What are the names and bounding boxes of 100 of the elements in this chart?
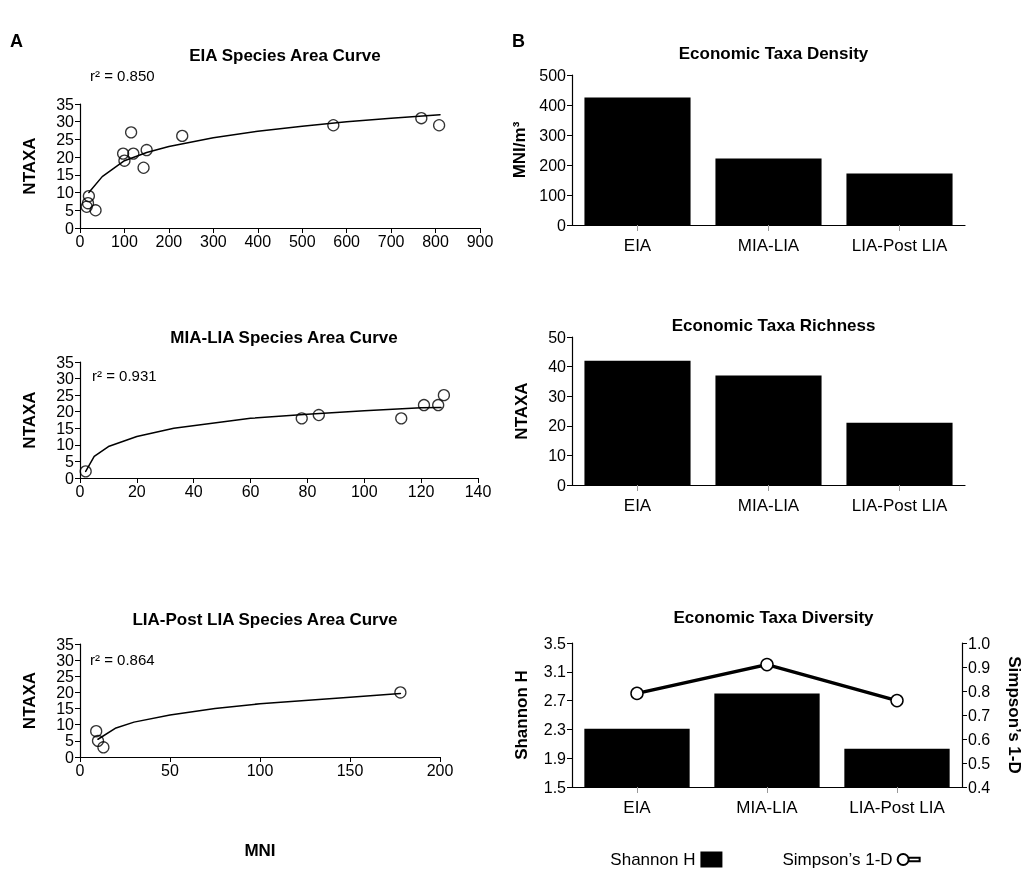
y-tick-label: 10 [548, 446, 567, 464]
chart-title: Economic Taxa Richness [671, 316, 876, 335]
y-tick-label: 35 [56, 635, 75, 653]
y2-tick-label: 1.0 [968, 634, 991, 652]
x-tick-label: 100 [111, 232, 138, 250]
point [415, 112, 428, 125]
point [760, 657, 774, 672]
y-tick-label: 30 [56, 113, 75, 131]
x-tick-label: 800 [422, 232, 449, 250]
point [97, 741, 110, 754]
point [312, 408, 325, 422]
text: B [512, 31, 525, 51]
x-axis-title: MNI [244, 841, 276, 860]
point [176, 129, 189, 143]
x-tick-label: 500 [288, 232, 316, 250]
y-tick-label: 2.7 [543, 692, 567, 710]
y-tick-label: 10 [56, 184, 75, 202]
x-tick-label: 150 [336, 761, 364, 779]
x-tick-label: 200 [426, 761, 454, 779]
x-tick-label: 700 [377, 232, 405, 250]
point [140, 143, 153, 157]
chart-title: MIA-LIA Species Area Curve [170, 328, 398, 347]
point [82, 189, 96, 203]
point [295, 412, 308, 425]
x-tick-label: 100 [350, 482, 378, 500]
point [118, 154, 131, 167]
x-tick-label: EIA [623, 496, 652, 515]
y-tick-label: 1.5 [543, 778, 567, 796]
x-tick-label: 600 [333, 232, 361, 250]
y-tick-label: 0 [65, 219, 75, 237]
y-tick-label: 35 [56, 353, 75, 371]
x-tick-label: 80 [298, 482, 317, 500]
y-tick-label: 20 [548, 417, 567, 435]
y-tick-label: 15 [56, 166, 75, 184]
x-tick-label: 120 [407, 482, 435, 500]
text: r² = 0.850 [90, 67, 155, 84]
x-tick-label: 50 [161, 761, 179, 779]
x-tick-label: MIA-LIA [737, 496, 800, 515]
y-tick-label: 5 [65, 732, 75, 750]
x-tick-label: EIA [623, 236, 652, 255]
point [327, 119, 340, 132]
x-tick-label: 200 [155, 232, 183, 250]
y2-tick-label: 0.6 [968, 730, 991, 748]
y-tick-label: 0 [557, 216, 567, 234]
x-tick-label: EIA [623, 798, 652, 817]
y-tick-label: 30 [56, 370, 75, 388]
y-tick-label: 500 [539, 66, 567, 84]
y-tick-label: 1.9 [543, 749, 567, 767]
chart-title: Economic Taxa Diversity [673, 608, 875, 627]
chart-title: LIA-Post LIA Species Area Curve [132, 610, 398, 629]
y-tick-label: 30 [56, 651, 75, 669]
x-tick-label: 900 [466, 232, 494, 250]
x-tick-label: 60 [241, 482, 260, 500]
y-tick-label: 0 [65, 469, 75, 487]
x-tick-label: 400 [244, 232, 272, 250]
point [630, 686, 644, 701]
y-tick-label: 25 [56, 667, 75, 685]
point [90, 725, 103, 738]
legend-label: Simpson’s 1-D [782, 850, 893, 869]
x-tick-label: LIA-Post LIA [849, 798, 946, 817]
y-tick-label: 5 [65, 452, 75, 470]
legend-label: Shannon H [610, 850, 696, 869]
y-axis-title: NTAXA [20, 137, 39, 195]
y-tick-label: 10 [56, 716, 75, 734]
y-axis-title: Shannon H [512, 670, 531, 760]
y-tick-label: 3.1 [543, 663, 567, 681]
point [394, 686, 407, 699]
y-tick-label: 400 [539, 96, 567, 114]
x-tick-label: 40 [184, 482, 203, 500]
y2-tick-label: 0.4 [968, 778, 991, 796]
y-tick-label: 2.3 [543, 720, 567, 738]
y-tick-label: 5 [65, 201, 75, 219]
y-tick-label: 25 [56, 130, 75, 148]
y-tick-label: 200 [539, 156, 567, 174]
chart-title: EIA Species Area Curve [189, 46, 381, 65]
chart-title: Economic Taxa Density [678, 44, 869, 63]
y-tick-label: 100 [539, 186, 567, 204]
y-tick-label: 15 [56, 700, 75, 718]
point [417, 398, 431, 412]
y-tick-label: 35 [56, 95, 75, 113]
y-tick-label: 20 [56, 403, 75, 421]
y2-tick-label: 0.9 [968, 658, 991, 676]
point [89, 204, 102, 217]
x-tick-label: 100 [246, 761, 274, 779]
y-tick-label: 300 [539, 126, 567, 144]
y-axis-title: NTAXA [20, 391, 39, 449]
x-tick-label: LIA-Post LIA [851, 236, 948, 255]
point [137, 161, 150, 174]
x-tick-label: 140 [464, 482, 492, 500]
y-axis-title: NTAXA [512, 382, 531, 440]
point [124, 126, 138, 139]
y-tick-label: 50 [548, 328, 567, 346]
y-tick-label: 20 [56, 148, 75, 166]
y-tick-label: 25 [56, 386, 75, 404]
x-tick-label: 300 [199, 232, 227, 250]
x-tick-label: MIA-LIA [737, 236, 800, 255]
point [395, 412, 408, 425]
x-tick-label: 20 [127, 482, 146, 500]
annotation: r² = 0.931 [92, 367, 157, 384]
point [116, 147, 130, 160]
